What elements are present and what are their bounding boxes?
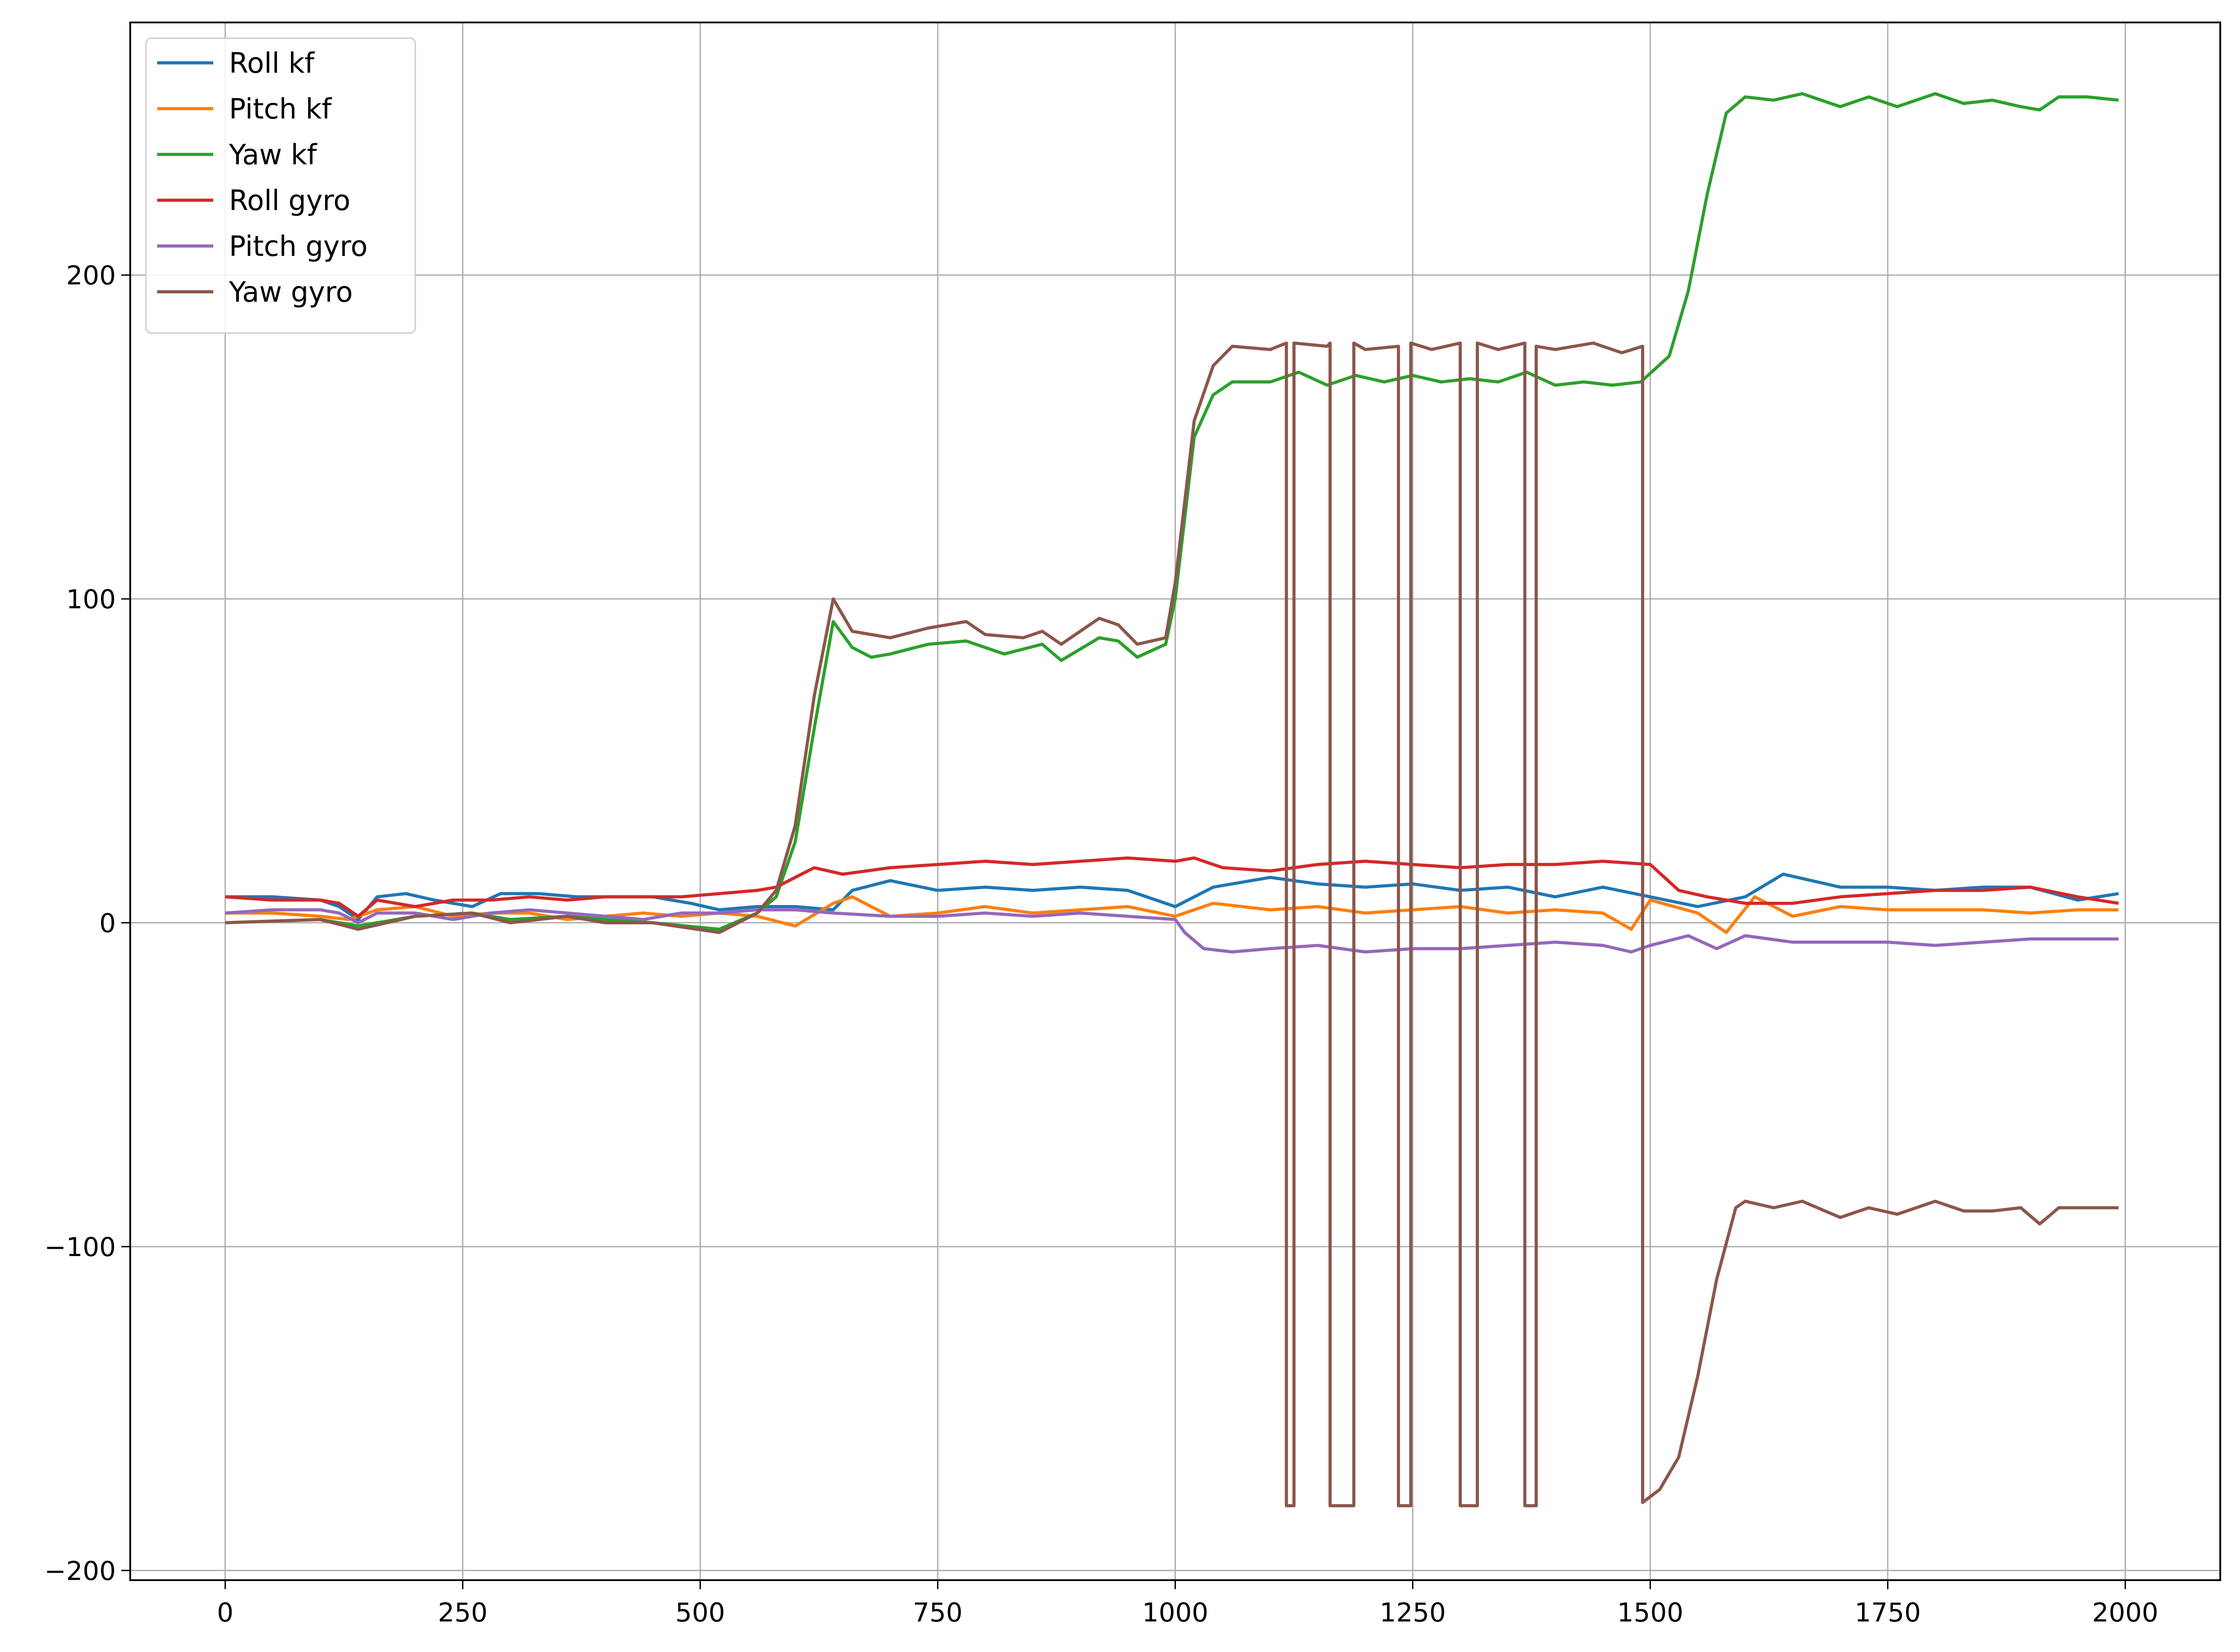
legend: Roll kf Pitch kf Yaw kf Roll gyro Pitch gyro… (145, 37, 416, 334)
series-line-yaw-kf (225, 92, 2119, 931)
legend-label: Roll gyro (229, 184, 351, 217)
series-line-yaw-gyro (225, 341, 2119, 1507)
y-tick-label: −100 (44, 1232, 116, 1262)
series-line-roll-kf (225, 872, 2119, 921)
x-tick-label: 0 (217, 1597, 233, 1628)
axis-ticks: 0 250 500 750 1000 1250 1500 1750 2000 −200 −100 0 1… (44, 260, 2159, 1628)
x-tick-label: 1500 (1617, 1597, 1684, 1628)
y-tick-label: 0 (99, 908, 116, 939)
legend-label: Yaw gyro (229, 276, 353, 308)
y-tick-label: 100 (66, 584, 116, 615)
x-tick-label: 500 (675, 1597, 725, 1628)
legend-label: Roll kf (229, 47, 315, 79)
grid (130, 22, 2220, 1580)
legend-label: Pitch kf (229, 92, 333, 125)
y-tick-label: −200 (44, 1555, 116, 1586)
x-tick-label: 2000 (2092, 1597, 2159, 1628)
legend-label: Pitch gyro (229, 230, 368, 263)
x-tick-label: 250 (438, 1597, 488, 1628)
series-line-pitch-gyro (225, 908, 2119, 953)
legend-label: Yaw kf (229, 138, 318, 171)
x-tick-label: 1250 (1380, 1597, 1446, 1628)
x-tick-label: 750 (913, 1597, 963, 1628)
x-tick-label: 1000 (1142, 1597, 1209, 1628)
x-tick-label: 1750 (1855, 1597, 1921, 1628)
plot-lines (225, 92, 2119, 1507)
series-line-roll-gyro (225, 856, 2119, 918)
y-tick-label: 200 (66, 260, 116, 291)
legend-box (145, 37, 416, 334)
